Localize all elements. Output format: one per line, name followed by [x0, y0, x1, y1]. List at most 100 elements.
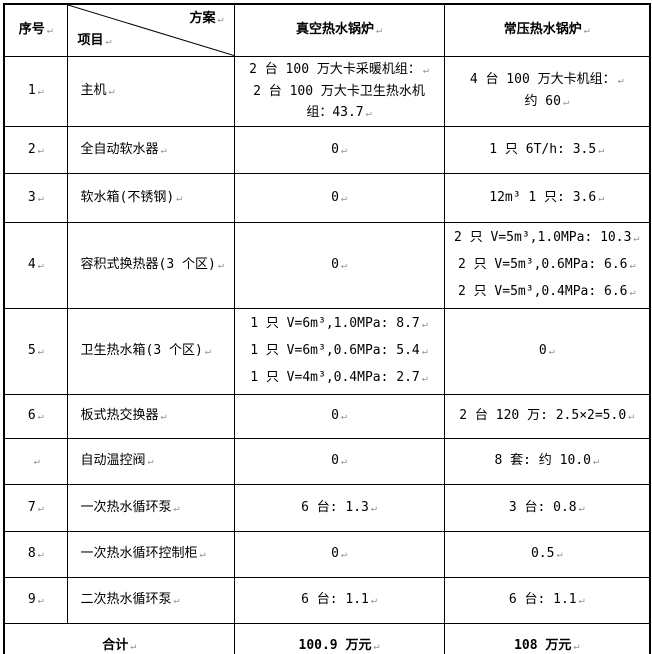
cell-line: 2 台 120 万: 2.5×2=5.0 ↵: [449, 405, 646, 427]
total-row: 合计 ↵ 100.9 万元 ↵ 108 万元 ↵: [3, 622, 651, 654]
cell-line: 卫生热水箱(3 个区) ↵: [81, 338, 230, 365]
table-row: 9 ↵ 二次热水循环泵 ↵ 6 台: 1.1 ↵ 6 台: 1.1 ↵: [3, 576, 651, 624]
header-atmospheric-boiler: 常压热水锅炉 ↵: [443, 3, 651, 57]
cell-line: 2 只 V=5m³,1.0MPa: 10.3 ↵: [449, 225, 646, 252]
cell-line: 6 台: 1.1 ↵: [449, 589, 646, 611]
cell-line: 1 ↵: [9, 80, 63, 102]
cell-line: 全自动软水器 ↵: [81, 139, 230, 161]
diagonal-divider-line: [68, 5, 234, 56]
cell-line: 2 台 100 万大卡卫生热水机: [239, 81, 440, 102]
serial-cell: 8 ↵: [3, 530, 68, 578]
header-item-label: 项目: [77, 32, 104, 48]
table-row: 3 ↵ 软水箱(不锈钢) ↵ 0 ↵ 12m³ 1 只: 3.6 ↵: [3, 172, 651, 223]
cell-text: 8: [27, 546, 36, 561]
cell-text: 2 只 V=5m³,0.4MPa: 6.6: [457, 283, 628, 299]
total-vacuum-cell: 100.9 万元 ↵: [233, 622, 445, 654]
paragraph-mark: ↵: [592, 456, 599, 467]
paragraph-mark: ↵: [160, 144, 167, 156]
paragraph-mark: ↵: [370, 595, 377, 606]
cell-line: 0.5 ↵: [449, 543, 646, 565]
cell-line: 1 只 V=6m³,0.6MPa: 5.4 ↵: [239, 338, 440, 365]
cell-text: 4 台 100 万大卡机组：: [469, 72, 616, 87]
item-cell: 容积式换热器(3 个区) ↵: [66, 221, 235, 309]
cell-text: 2: [27, 141, 36, 157]
paragraph-mark: ↵: [37, 549, 44, 560]
cell-text: 1 只 V=6m³,1.0MPa: 8.7: [250, 315, 420, 331]
cell-text: 12m³ 1 只: 3.6: [489, 189, 597, 205]
cell-line: 6 ↵: [9, 405, 63, 427]
paragraph-mark: ↵: [548, 345, 555, 357]
cell-text: 一次热水循环泵: [80, 499, 172, 515]
paragraph-mark: ↵: [598, 144, 605, 156]
paragraph-mark: ↵: [617, 75, 624, 86]
table-row: 5 ↵ 卫生热水箱(3 个区) ↵ 1 只 V=6m³,1.0MPa: 8.7 ↵ 1 只 …: [3, 307, 651, 395]
atmos-cell: 2 只 V=5m³,1.0MPa: 10.3 ↵ 2 只 V=5m³,0.6MPa:…: [443, 221, 651, 309]
paragraph-mark: ↵: [629, 259, 636, 271]
paragraph-mark: ↵: [217, 259, 224, 271]
total-atmospheric-value: 108 万元: [514, 637, 572, 653]
paragraph-mark: ↵: [573, 640, 580, 652]
paragraph-mark: ↵: [578, 502, 585, 514]
paragraph-mark: ↵: [583, 25, 590, 37]
cell-line: 12m³ 1 只: 3.6 ↵: [449, 187, 646, 209]
vacuum-cell: 6 台: 1.1 ↵: [233, 576, 445, 624]
paragraph-mark: ↵: [562, 97, 569, 108]
cell-text: 0: [538, 342, 547, 358]
item-cell: 主机 ↵: [66, 55, 235, 127]
atmos-cell: 1 只 6T/h: 3.5 ↵: [443, 125, 651, 174]
cell-text: 组：43.7: [306, 104, 364, 120]
paragraph-mark: ↵: [37, 86, 44, 97]
cell-line: 0 ↵: [239, 187, 440, 209]
cell-text: 2 台 100 万大卡采暖机组：: [249, 61, 421, 77]
cell-text: 2 只 V=5m³,0.6MPa: 6.6: [457, 256, 628, 272]
cell-line: 0 ↵: [239, 450, 440, 472]
item-cell: 软水箱(不锈钢) ↵: [66, 172, 235, 223]
vacuum-cell: 0 ↵: [233, 172, 445, 223]
cell-text: 卫生热水箱(3 个区): [80, 342, 203, 358]
paragraph-mark: ↵: [33, 456, 40, 467]
paragraph-mark: ↵: [173, 595, 180, 606]
cell-text: 1: [27, 83, 36, 98]
paragraph-mark: ↵: [340, 144, 347, 156]
atmos-cell: 8 套: 约 10.0 ↵: [443, 437, 651, 485]
cell-text: 0: [331, 408, 339, 423]
atmos-cell: 12m³ 1 只: 3.6 ↵: [443, 172, 651, 223]
header-serial-label: 序号: [18, 22, 45, 38]
paragraph-mark: ↵: [37, 192, 44, 204]
paragraph-mark: ↵: [373, 640, 380, 652]
paragraph-mark: ↵: [421, 318, 428, 330]
cell-line: 1 只 6T/h: 3.5 ↵: [449, 139, 646, 161]
paragraph-mark: ↵: [130, 640, 137, 652]
atmos-cell: 0 ↵: [443, 307, 651, 395]
cell-text: 3 台: 0.8: [508, 499, 577, 515]
table-row: ↵ 自动温控阀 ↵ 0 ↵ 8 套: 约 10.0 ↵: [3, 437, 651, 485]
cell-line: 0 ↵: [239, 543, 440, 565]
cell-text: 8 套: 约 10.0: [494, 453, 591, 468]
paragraph-mark: ↵: [37, 259, 44, 271]
paragraph-mark: ↵: [217, 14, 224, 25]
paragraph-mark: ↵: [340, 259, 347, 271]
cell-text: 约 60: [524, 94, 561, 109]
cell-line: 0 ↵: [449, 338, 646, 365]
paragraph-mark: ↵: [37, 345, 44, 357]
total-atmospheric-cell: 108 万元 ↵: [443, 622, 651, 654]
item-cell: 全自动软水器 ↵: [66, 125, 235, 174]
vacuum-cell: 0 ↵: [233, 393, 445, 439]
table-row: 4 ↵ 容积式换热器(3 个区) ↵ 0 ↵ 2 只 V=5m³,1.0MPa: 10.3 ↵…: [3, 221, 651, 309]
serial-cell: 4 ↵: [3, 221, 68, 309]
serial-cell: 2 ↵: [3, 125, 68, 174]
cell-line: 一次热水循环控制柜 ↵: [81, 543, 230, 565]
cell-line: 0 ↵: [239, 405, 440, 427]
cell-text: 0: [331, 256, 339, 272]
cell-text: 4: [27, 256, 36, 272]
atmos-cell: 2 台 120 万: 2.5×2=5.0 ↵: [443, 393, 651, 439]
cell-line: 自动温控阀 ↵: [81, 450, 230, 472]
vacuum-cell: 6 台: 1.3 ↵: [233, 483, 445, 532]
cell-line: 一次热水循环泵 ↵: [81, 497, 230, 519]
cell-text: 0: [331, 453, 339, 468]
paragraph-mark: ↵: [422, 64, 429, 76]
paragraph-mark: ↵: [556, 549, 563, 560]
header-scheme: 方案 ↵: [189, 8, 223, 30]
total-label: 合计: [102, 637, 129, 653]
header-row: 序号 ↵ 方案 ↵ 项目 ↵ 真空热水锅炉 ↵ 常压热水锅炉 ↵: [3, 3, 651, 57]
